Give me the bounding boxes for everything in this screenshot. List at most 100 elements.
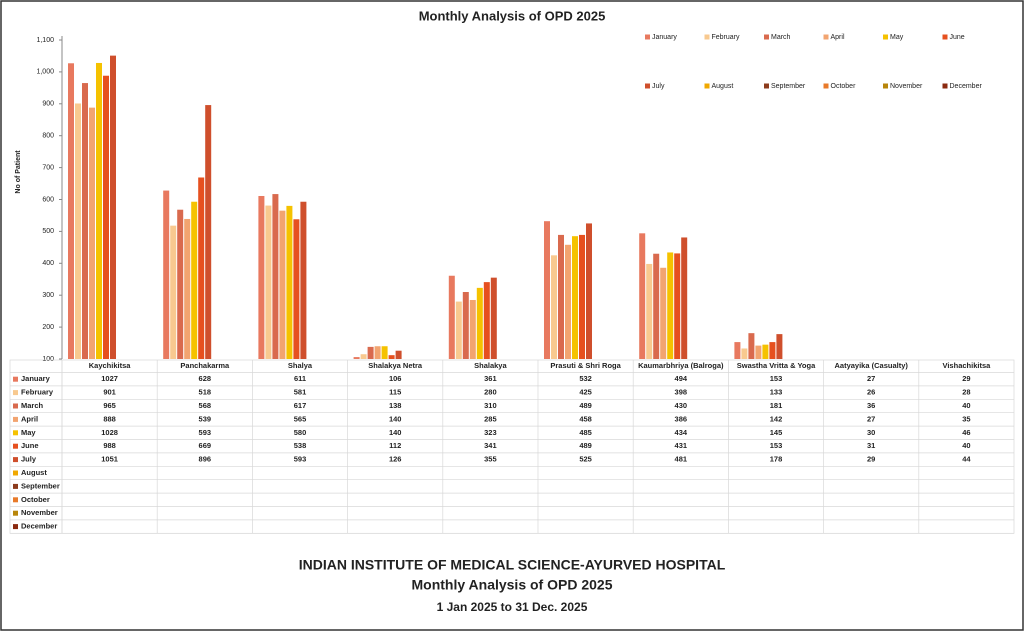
table-value: 485 [579,428,592,437]
bar [258,195,265,359]
table-value: 494 [675,374,688,383]
table-header: Swastha Vritta & Yoga [737,361,816,370]
bar [177,209,184,359]
bar [469,299,476,359]
bar [448,275,455,359]
table-swatch [13,430,18,436]
legend-swatch [704,83,710,89]
table-row-label: October [21,495,50,504]
footer-title: INDIAN INSTITUTE OF MEDICAL SCIENCE-AYUR… [299,557,726,573]
table-value: 280 [484,388,497,397]
table-value: 1028 [101,428,118,437]
table-row-label: August [21,468,47,477]
table-value: 341 [484,441,497,450]
chart-title: Monthly Analysis of OPD 2025 [419,8,606,23]
bar [572,236,578,359]
legend-label: August [712,83,734,90]
table-swatch [13,470,18,476]
table-value: 29 [962,374,970,383]
table-value: 430 [675,401,688,410]
legend-swatch [823,34,829,40]
table-swatch [13,443,18,449]
table-value: 489 [579,441,592,450]
bar [660,267,667,359]
table-row-label: November [21,508,58,517]
table-value: 133 [770,388,783,397]
table-value: 896 [199,455,212,464]
bar [96,62,102,359]
bar [586,223,592,359]
bar [75,103,81,359]
y-tick-label: 200 [42,324,54,331]
table-header: Prasuti & Shri Roga [550,361,621,370]
bar [360,354,367,359]
bar [551,255,557,359]
table-value: 988 [103,441,116,450]
legend-label: June [950,34,965,41]
table-swatch [13,510,18,516]
table-value: 901 [103,388,116,397]
table-value: 310 [484,401,497,410]
table-value: 593 [199,428,212,437]
y-tick-label: 1,000 [36,69,54,76]
table-value: 888 [103,414,116,423]
table-value: 434 [675,428,688,437]
table-value: 153 [770,374,783,383]
table-row-label: March [21,401,44,410]
table-value: 355 [484,455,497,464]
table-value: 46 [962,428,970,437]
table-row-label: February [21,388,54,397]
table-value: 126 [389,455,402,464]
bar [674,253,681,359]
table-row-label: April [21,414,38,423]
bar [483,282,490,359]
y-tick-label: 300 [42,292,54,299]
y-tick-label: 100 [42,356,54,363]
table-value: 26 [867,388,875,397]
bar [579,234,585,359]
bar [68,63,74,359]
table-value: 29 [867,455,875,464]
bar [89,107,95,359]
table-value: 31 [867,441,875,450]
bar [639,233,646,359]
legend-label: March [771,34,791,41]
table-value: 40 [962,401,970,410]
bar [353,357,360,359]
plot-area [68,55,783,359]
table-value: 568 [199,401,212,410]
footer-period: 1 Jan 2025 to 31 Dec. 2025 [437,600,588,614]
legend-swatch [942,83,948,89]
table-header: Panchakarma [180,361,230,370]
table-swatch [13,483,18,489]
table-value: 28 [962,388,970,397]
bar [476,287,483,359]
table-value: 539 [199,414,212,423]
bar [191,201,198,359]
legend-swatch [704,34,710,40]
table-value: 398 [675,388,688,397]
table-value: 181 [770,401,783,410]
legend-label: January [652,34,677,41]
footer-subtitle: Monthly Analysis of OPD 2025 [412,577,613,593]
table-value: 115 [389,388,401,397]
table-swatch [13,457,18,463]
table-swatch [13,497,18,503]
legend-swatch [942,34,948,40]
legend-label: October [831,83,857,90]
table-row-label: June [21,441,39,450]
bar [286,205,293,359]
bar [646,263,653,359]
table-value: 285 [484,414,497,423]
table-header: Kaumarbhriya (Balroga) [638,361,724,370]
table-value: 323 [484,428,497,437]
table-value: 965 [103,401,116,410]
legend-label: February [712,34,741,41]
bar [279,210,286,359]
table-value: 565 [294,414,307,423]
bar [205,105,212,359]
bar [462,292,469,359]
table-header: Aatyayika (Casualty) [835,361,909,370]
bar [769,342,776,359]
table-value: 669 [199,441,212,450]
